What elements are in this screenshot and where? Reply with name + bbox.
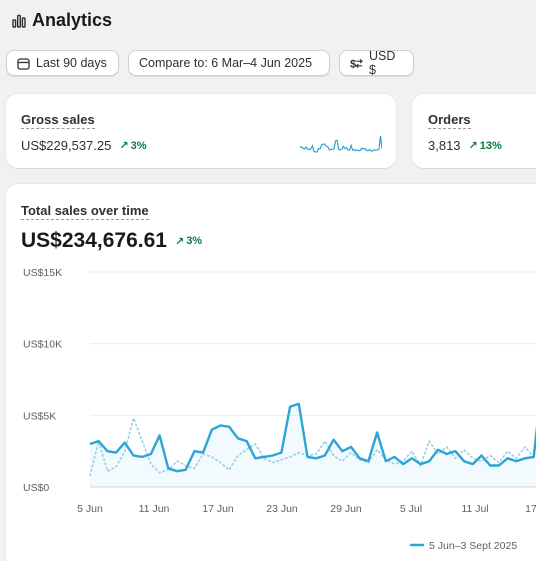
gross-sales-value: US$229,537.25 — [21, 138, 112, 153]
currency-exchange-icon: $ — [350, 58, 363, 70]
currency-button[interactable]: $ USD $ — [339, 49, 414, 77]
x-tick-label: 5 Jul — [400, 503, 422, 515]
calendar-icon — [17, 57, 30, 70]
compare-label: Compare to: 6 Mar–4 Jun 2025 — [139, 56, 313, 70]
arrow-up-right-icon: ↗ — [174, 235, 185, 248]
x-tick-label: 11 Jun — [139, 503, 170, 515]
x-tick-label: 11 Jul — [461, 503, 488, 515]
legend-label: 5 Jun–3 Sept 2025 — [429, 540, 517, 552]
series-area — [90, 403, 536, 487]
y-tick-label: US$0 — [23, 482, 49, 494]
orders-card[interactable]: Orders 3,813 ↗ 13% — [412, 94, 536, 168]
gross-sales-card[interactable]: Gross sales US$229,537.25 ↗ 3% — [6, 94, 396, 168]
date-range-label: Last 90 days — [36, 56, 107, 70]
primary-series-line — [89, 402, 536, 473]
orders-label: Orders — [428, 112, 471, 129]
arrow-up-right-icon: ↗ — [468, 140, 478, 152]
total-sales-value: US$234,676.61 — [21, 229, 167, 252]
total-sales-card: Total sales over time US$234,676.61 ↗ 3% — [6, 184, 536, 561]
date-range-button[interactable]: Last 90 days — [6, 50, 119, 76]
total-sales-label: Total sales over time — [21, 203, 149, 220]
orders-value: 3,813 — [428, 138, 461, 153]
svg-text:$: $ — [350, 58, 357, 69]
sparkline-path — [300, 135, 382, 153]
gross-sales-delta: ↗ 3% — [119, 139, 147, 153]
y-tick-label: US$5K — [23, 410, 56, 422]
y-tick-label: US$10K — [23, 339, 62, 351]
x-tick-label: 23 Jun — [266, 503, 298, 515]
currency-label: USD $ — [368, 49, 396, 77]
bar-chart-icon — [12, 14, 26, 28]
filter-bar: Last 90 days Compare to: 6 Mar–4 Jun 202… — [6, 49, 414, 77]
total-sales-delta: ↗ 3% — [175, 235, 202, 248]
arrow-up-right-icon: ↗ — [119, 140, 129, 152]
page-header: Analytics — [12, 10, 112, 31]
x-tick-label: 5 Jun — [77, 503, 103, 515]
compare-button[interactable]: Compare to: 6 Mar–4 Jun 2025 — [128, 50, 330, 76]
x-tick-label: 17 Jun — [202, 503, 234, 515]
orders-delta: ↗ 13% — [468, 139, 502, 153]
gross-sales-delta-value: 3% — [130, 139, 147, 152]
x-tick-label: 17 — [525, 503, 536, 515]
x-tick-label: 29 Jun — [330, 503, 362, 515]
gross-sales-sparkline — [300, 135, 382, 153]
total-sales-delta-value: 3% — [186, 235, 203, 247]
page-title: Analytics — [32, 10, 113, 30]
y-tick-label: US$15K — [23, 267, 62, 279]
gross-sales-label: Gross sales — [21, 112, 95, 129]
orders-delta-value: 13% — [479, 139, 502, 152]
comparison-series-line — [89, 415, 536, 477]
